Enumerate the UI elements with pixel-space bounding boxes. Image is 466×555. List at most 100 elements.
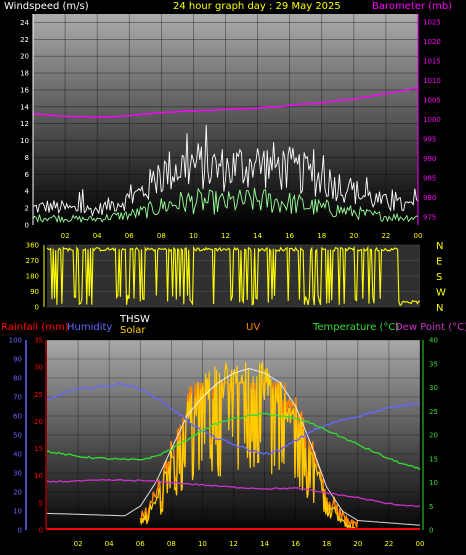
thsw-legend-label: THSW	[119, 314, 150, 325]
humidity-tick-label: 30	[13, 470, 22, 478]
windspeed-tick-label: 4	[25, 188, 30, 196]
humidity-tick-label: 80	[13, 375, 22, 383]
time-tick-label: 04	[93, 232, 102, 240]
humidity-tick-label: 10	[13, 508, 22, 516]
time-tick-label: 22	[381, 232, 390, 240]
barometer-tick-label: 990	[423, 155, 436, 163]
time-tick-label: 18	[322, 540, 331, 548]
barometer-tick-label: 975	[423, 214, 436, 222]
temperature-tick-label: 10	[429, 479, 438, 487]
time-tick-label: 02	[74, 540, 83, 548]
direction-tick-label: 90	[30, 288, 39, 296]
windspeed-tick-label: 20	[20, 53, 29, 61]
direction-tick-label: 180	[26, 273, 39, 281]
time-tick-label: 14	[260, 540, 269, 548]
barometer-tick-label: 1025	[423, 18, 441, 26]
rainfall-tick-label: 30	[34, 364, 43, 372]
direction-tick-label: 0	[35, 304, 39, 312]
wind-panel-time-axis: 02 04 06 08 10 12 14 16 18 20 22 00	[61, 232, 423, 240]
time-tick-label: 12	[221, 232, 230, 240]
windspeed-tick-label: 6	[25, 171, 30, 179]
dewpoint-line	[46, 478, 421, 508]
windspeed-tick-label: 2	[25, 205, 29, 213]
compass-label: N	[436, 303, 443, 314]
temperature-tick-label: 0	[429, 527, 433, 535]
rainfall-tick-label: 20	[34, 418, 43, 426]
windspeed-tick-label: 22	[20, 36, 29, 44]
time-tick-label: 20	[353, 540, 362, 548]
time-tick-label: 08	[167, 540, 176, 548]
time-tick-label: 10	[198, 540, 207, 548]
rainfall-tick-label: 10	[34, 472, 43, 480]
temperature-tick-label: 5	[429, 503, 433, 511]
temperature-tick-label: 15	[429, 455, 438, 463]
temperature-tick-label: 30	[429, 384, 438, 392]
barometer-tick-label: 985	[423, 175, 436, 183]
temperature-tick-label: 20	[429, 432, 438, 440]
time-tick-label: 22	[384, 540, 393, 548]
barometer-axis-title: Barometer (mb)	[372, 1, 452, 12]
thsw-line	[46, 367, 421, 526]
barometer-axis: 975 980 985 990 995 1000 1005 1010 1015 1020 1025	[417, 14, 441, 225]
time-tick-label: 08	[157, 232, 166, 240]
rainfall-axis: 0 5 10 15 20 25 30 35	[34, 337, 47, 535]
direction-series	[46, 245, 421, 306]
compass-label: E	[436, 257, 442, 268]
rainfall-axis-title: Rainfall (mm)	[1, 322, 69, 333]
humidity-axis: 0 10 20 30 40 50 60 70 80 90 100	[9, 337, 27, 535]
temperature-tick-label: 25	[429, 408, 438, 416]
solar-line	[139, 361, 358, 531]
windspeed-tick-label: 12	[20, 120, 29, 128]
compass-label: N	[436, 241, 443, 252]
wind-panel-series	[32, 87, 419, 224]
barometer-tick-label: 980	[423, 194, 436, 202]
humidity-tick-label: 50	[13, 432, 22, 440]
time-tick-label: 02	[61, 232, 70, 240]
temperature-line	[46, 412, 421, 471]
humidity-axis-title: Humidity	[67, 322, 112, 333]
humidity-tick-label: 0	[18, 527, 22, 535]
solar-legend-label: Solar	[120, 325, 146, 336]
wind-speed-line	[32, 187, 419, 224]
time-tick-label: 14	[253, 232, 262, 240]
rainfall-tick-label: 25	[34, 391, 43, 399]
barometer-line	[32, 87, 419, 119]
compass-label: S	[436, 272, 442, 283]
rainfall-tick-label: 15	[34, 445, 43, 453]
page-title: 24 hour graph day : 29 May 2025	[173, 1, 341, 12]
time-tick-label: 06	[136, 540, 145, 548]
direction-tick-label: 270	[26, 257, 39, 265]
time-tick-label: 00	[416, 540, 425, 548]
barometer-tick-label: 995	[423, 136, 436, 144]
time-tick-label: 16	[291, 540, 300, 548]
time-tick-label: 06	[125, 232, 134, 240]
humidity-tick-label: 70	[13, 394, 22, 402]
time-tick-label: 10	[189, 232, 198, 240]
temperature-axis: 0 5 10 15 20 25 30 35 40	[422, 337, 438, 535]
humidity-tick-label: 40	[13, 451, 22, 459]
wind-direction-line	[46, 245, 421, 306]
wind-panel-grid	[33, 14, 419, 226]
temperature-tick-label: 35	[429, 360, 438, 368]
humidity-tick-label: 20	[13, 489, 22, 497]
time-tick-label: 18	[317, 232, 326, 240]
windspeed-axis-title: Windspeed (m/s)	[4, 1, 89, 12]
windspeed-tick-label: 16	[20, 86, 29, 94]
temperature-axis-title: Temperature (°C)	[312, 322, 399, 333]
time-tick-label: 12	[229, 540, 238, 548]
windspeed-tick-label: 14	[20, 103, 29, 111]
temperature-panel-series	[46, 361, 421, 531]
rainfall-tick-label: 5	[39, 499, 43, 507]
barometer-tick-label: 1010	[423, 77, 441, 85]
windspeed-tick-label: 24	[20, 19, 29, 27]
barometer-tick-label: 1015	[423, 57, 441, 65]
temperature-panel-time-axis: 02 04 06 08 10 12 14 16 18 20 22 00	[74, 540, 425, 548]
barometer-tick-label: 1005	[423, 96, 441, 104]
humidity-tick-label: 90	[13, 356, 22, 364]
direction-axis: 0 90 180 270 360	[26, 242, 45, 312]
temperature-tick-label: 40	[429, 337, 438, 345]
time-tick-label: 20	[349, 232, 358, 240]
